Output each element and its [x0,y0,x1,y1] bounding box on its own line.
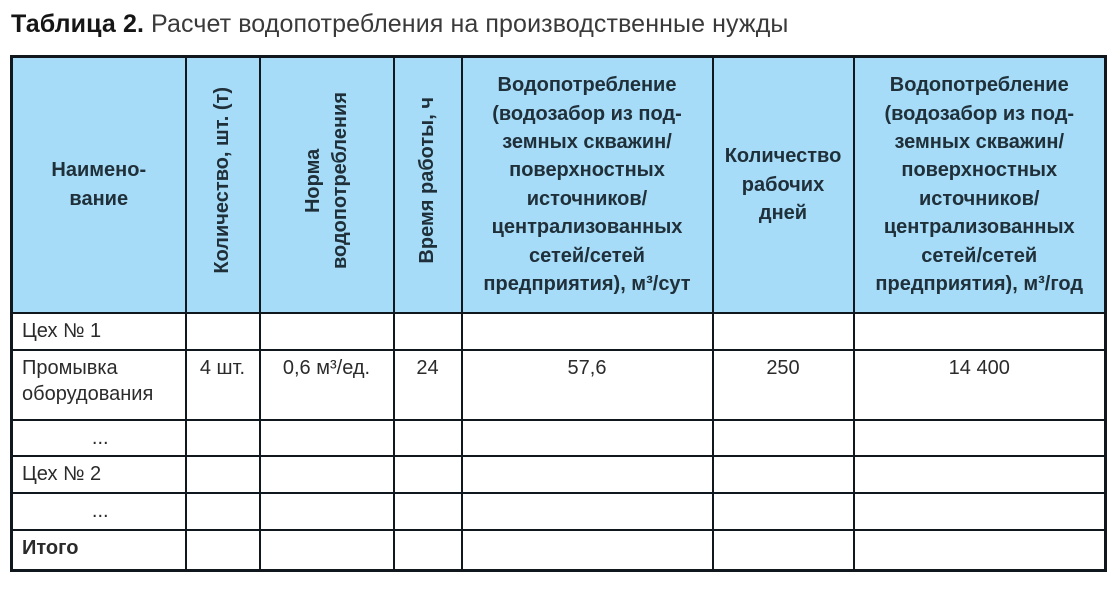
row-ellipsis-2: ... [10,491,1107,531]
water-consumption-table: Наимено- вание Количество, шт. (т) Норма… [10,55,1107,572]
column-header-quantity: Количество, шт. (т) [184,55,261,314]
column-header-working-days: Количество рабочих дней [711,55,855,314]
row-total: Итого [10,528,1107,572]
quantity-cell [184,528,261,572]
row-equipment-washing: Промывка оборудования 4 шт. 0,6 м³/ед. 2… [10,348,1107,421]
row-label-cell: Промывка оборудования [10,348,187,421]
norm-cell [258,311,395,351]
annual-consumption-cell [852,311,1107,351]
daily-consumption-cell [460,311,714,351]
caption-text: Расчет водопотребления на производственн… [144,10,789,38]
row-label-cell: Цех № 2 [10,454,187,494]
row-workshop-2: Цех № 2 [10,454,1107,494]
working-days-cell: 250 [711,348,855,421]
annual-consumption-cell [852,418,1107,457]
row-label-cell: ... [10,491,187,531]
work-time-cell [392,491,463,531]
column-header-consumption-norm: Норма водопотребления [258,55,395,314]
column-header-name: Наимено- вание [10,55,187,314]
row-label-cell: Итого [10,528,187,572]
work-time-cell: 24 [392,348,463,421]
row-label-cell: Цех № 1 [10,311,187,351]
daily-consumption-cell [460,418,714,457]
norm-cell [258,418,395,457]
quantity-cell [184,311,261,351]
working-days-cell [711,454,855,494]
column-header-annual-consumption: Водопотребление (водозабор из под- земны… [852,55,1107,314]
norm-cell: 0,6 м³/ед. [258,348,395,421]
annual-consumption-cell [852,528,1107,572]
work-time-cell [392,454,463,494]
daily-consumption-cell [460,454,714,494]
table-caption: Таблица 2. Расчет водопотребления на про… [11,10,1104,39]
row-workshop-1: Цех № 1 [10,311,1107,351]
working-days-cell [711,491,855,531]
row-label-cell: ... [10,418,187,457]
caption-label: Таблица 2. [11,10,144,38]
work-time-cell [392,311,463,351]
working-days-cell [711,311,855,351]
column-header-work-time-label: Время работы, ч [416,97,438,264]
quantity-cell: 4 шт. [184,348,261,421]
work-time-cell [392,528,463,572]
column-header-consumption-norm-label: Норма водопотребления [301,92,351,270]
quantity-cell [184,491,261,531]
working-days-cell [711,418,855,457]
norm-cell [258,528,395,572]
column-header-work-time: Время работы, ч [392,55,463,314]
document-page: Таблица 2. Расчет водопотребления на про… [10,10,1107,572]
quantity-cell [184,454,261,494]
row-ellipsis-1: ... [10,418,1107,457]
quantity-cell [184,418,261,457]
annual-consumption-cell [852,491,1107,531]
work-time-cell [392,418,463,457]
daily-consumption-cell [460,491,714,531]
norm-cell [258,454,395,494]
daily-consumption-cell: 57,6 [460,348,714,421]
column-header-quantity-label: Количество, шт. (т) [211,87,233,274]
daily-consumption-cell [460,528,714,572]
header-row: Наимено- вание Количество, шт. (т) Норма… [10,55,1107,314]
annual-consumption-cell: 14 400 [852,348,1107,421]
annual-consumption-cell [852,454,1107,494]
norm-cell [258,491,395,531]
working-days-cell [711,528,855,572]
column-header-daily-consumption: Водопотребление (водозабор из под- земны… [460,55,714,314]
